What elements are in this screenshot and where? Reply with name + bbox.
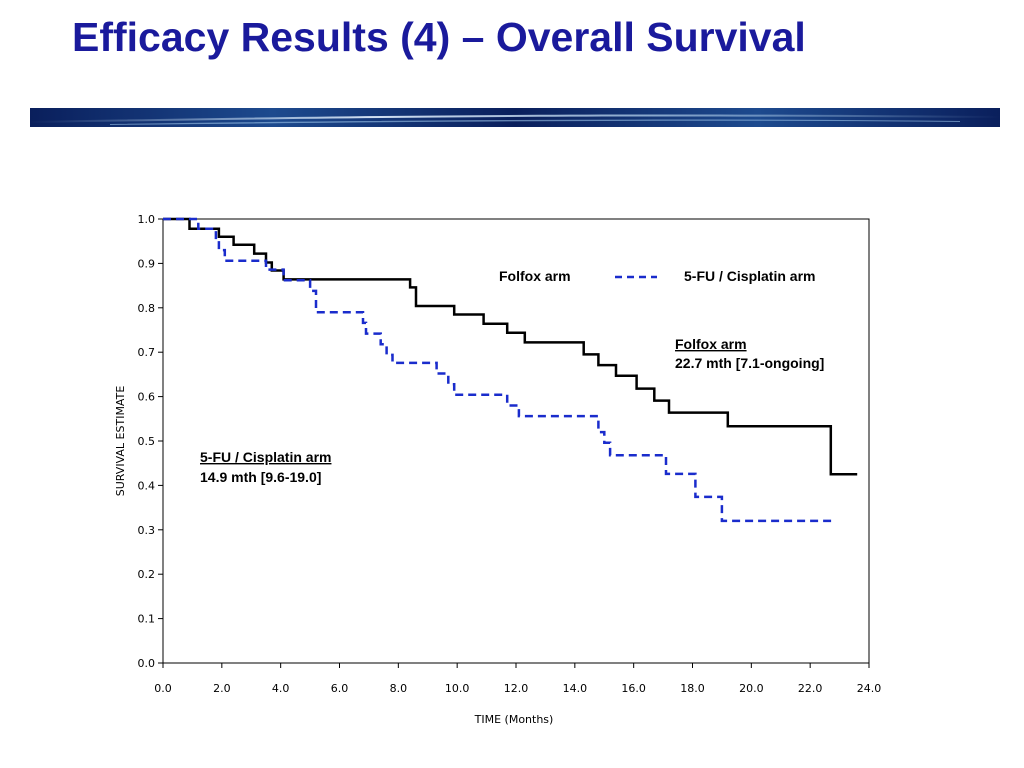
x-tick-label: 16.0	[621, 682, 646, 695]
annotation-folfox-heading: Folfox arm	[675, 336, 747, 352]
y-tick-label: 0.2	[138, 568, 156, 581]
annotation-folfox-median: 22.7 mth [7.1-ongoing]	[675, 355, 824, 371]
legend-label-folfox: Folfox arm	[499, 268, 571, 284]
x-tick-label: 12.0	[504, 682, 529, 695]
legend-label-cisplatin: 5-FU / Cisplatin arm	[684, 268, 815, 284]
x-axis: 0.0 2.0 4.0 6.0 8.0 10.0 12.0 14.0 16.0 18.0 20.0 2…	[154, 663, 881, 695]
series-line-cisplatin	[163, 217, 834, 523]
x-tick-label: 18.0	[680, 682, 705, 695]
y-tick-label: 1.0	[138, 213, 156, 226]
annotation-cisplatin: 5-FU / Cisplatin arm 14.9 mth [9.6-19.0]	[200, 449, 331, 485]
x-tick-label: 2.0	[213, 682, 231, 695]
title-band-graphic	[30, 108, 1000, 127]
series-line-folfox	[163, 217, 858, 476]
plot-frame	[162, 218, 870, 664]
legend: Folfox arm 5-FU / Cisplatin arm	[499, 268, 815, 284]
slide-title: Efficacy Results (4) – Overall Survival	[72, 14, 806, 60]
y-axis: 0.0 0.1 0.2 0.3 0.4 0.5 0.6 0.7 0.8 0.9 1.0	[138, 213, 163, 670]
series-group	[163, 217, 858, 523]
y-tick-label: 0.5	[138, 435, 156, 448]
x-tick-label: 14.0	[563, 682, 588, 695]
annotation-cisplatin-heading: 5-FU / Cisplatin arm	[200, 449, 331, 465]
y-axis-title: SURVIVAL ESTIMATE	[114, 386, 127, 497]
y-tick-label: 0.9	[138, 257, 156, 270]
y-tick-label: 0.7	[138, 346, 156, 359]
y-tick-label: 0.8	[138, 302, 156, 315]
x-tick-label: 22.0	[798, 682, 823, 695]
annotation-cisplatin-median: 14.9 mth [9.6-19.0]	[200, 469, 321, 485]
x-tick-label: 20.0	[739, 682, 764, 695]
x-tick-label: 10.0	[445, 682, 470, 695]
y-tick-label: 0.3	[138, 524, 156, 537]
y-tick-label: 0.4	[138, 479, 156, 492]
x-tick-label: 24.0	[857, 682, 882, 695]
x-tick-label: 4.0	[272, 682, 290, 695]
y-tick-label: 0.6	[138, 391, 156, 404]
annotation-folfox: Folfox arm 22.7 mth [7.1-ongoing]	[675, 336, 824, 371]
x-tick-label: 0.0	[154, 682, 172, 695]
x-tick-label: 8.0	[390, 682, 408, 695]
x-tick-label: 6.0	[331, 682, 349, 695]
y-tick-label: 0.0	[138, 657, 156, 670]
y-tick-label: 0.1	[138, 613, 156, 626]
x-axis-title: TIME (Months)	[474, 713, 554, 726]
